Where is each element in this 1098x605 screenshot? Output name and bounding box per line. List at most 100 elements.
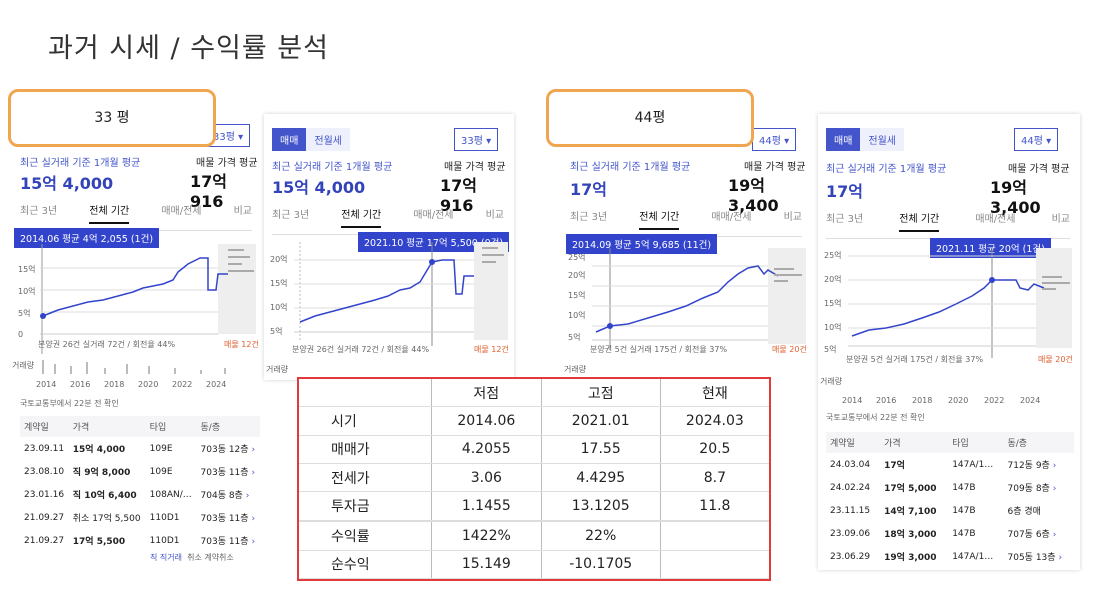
table-row[interactable]: 23.06.29 19억 3,000 147A/1… 705동 13층 ›	[830, 551, 1063, 564]
table-row[interactable]: 24.02.24 17억 5,000 147B 709동 8층 ›	[830, 482, 1057, 495]
listing-label: 매물 가격 평균	[1008, 164, 1070, 175]
col-header: 계약일	[24, 423, 49, 433]
chevron-right-icon[interactable]: ›	[245, 491, 250, 501]
panel-33-full-period: 33평 ▾ 최근 실거래 기준 1개월 평균 매물 가격 평균 15억 4,00…	[10, 88, 260, 570]
tab-recent-3y[interactable]: 최근 3년	[272, 210, 310, 221]
price-chart[interactable]	[824, 248, 1074, 358]
return-analysis-box: 저점 고점 현재 시기 2014.06 2021.01 2024.03 매매가 4.20…	[297, 377, 771, 581]
volume-bars	[42, 360, 226, 374]
tab-sale-jeonse[interactable]: 매매/전세	[161, 206, 202, 217]
pyeong-select[interactable]: 33평 ▾	[206, 124, 251, 147]
tab-full-period[interactable]: 전체 기간	[341, 206, 382, 228]
y-tick: 5억	[568, 333, 581, 342]
y-tick: 25억	[568, 253, 586, 262]
tab-jeonse-monthly[interactable]: 전월세	[306, 128, 351, 151]
chevron-right-icon[interactable]: ›	[1052, 484, 1057, 494]
x-tick: 2020	[948, 396, 969, 405]
avg-price: 17억	[826, 182, 863, 201]
tab-full-period[interactable]: 전체 기간	[89, 202, 130, 224]
avg-label: 최근 실거래 기준 1개월 평균	[20, 158, 141, 169]
table-row[interactable]: 21.09.27 취소 17억 5,500 110D1 703동 11층 ›	[24, 512, 256, 525]
tab-sale[interactable]: 매매	[272, 128, 307, 151]
y-tick: 5억	[270, 327, 283, 336]
avg-label: 최근 실거래 기준 1개월 평균	[826, 164, 947, 175]
chart-tooltip: 2014.09 평균 5억 9,685 (11건)	[566, 234, 718, 254]
tab-sale-jeonse[interactable]: 매매/전세	[711, 212, 752, 223]
col-header: 동/층	[200, 423, 221, 433]
tab-sale-jeonse[interactable]: 매매/전세	[975, 214, 1016, 225]
callout-44-pyeong: 44평	[546, 89, 754, 147]
x-tick: 2016	[70, 380, 91, 389]
chevron-right-icon[interactable]: ›	[1052, 461, 1057, 471]
tab-jeonse-monthly[interactable]: 전월세	[860, 128, 905, 151]
chevron-right-icon[interactable]: ›	[251, 537, 256, 547]
y-tick: 15억	[824, 299, 842, 308]
period-tabs: 최근 3년 전체 기간 매매/전세 비교	[20, 202, 252, 231]
listing-count-note: 매물 12건	[474, 345, 509, 354]
source-note: 국토교통부에서 22분 전 확인	[826, 413, 925, 422]
page-title: 과거 시세 / 수익률 분석	[48, 33, 329, 64]
avg-price: 15억 4,000	[20, 174, 114, 193]
table-row: 매매가 4.2055 17.55 20.5	[299, 435, 769, 465]
tab-recent-3y[interactable]: 최근 3년	[20, 206, 58, 217]
table-row[interactable]: 23.01.16 직 10억 6,400 108AN/… 704동 8층 ›	[24, 489, 250, 502]
listing-label: 매물 가격 평균	[744, 162, 806, 173]
chevron-right-icon[interactable]: ›	[1052, 530, 1057, 540]
tab-compare[interactable]: 비교	[783, 212, 802, 223]
tab-full-period[interactable]: 전체 기간	[639, 208, 680, 230]
table-row[interactable]: 23.08.10 직 9억 8,000 109E 703동 11층 ›	[24, 466, 256, 479]
chart-stats-note: 분양권 26건 실거래 72건 / 회전율 44%	[292, 345, 430, 354]
tab-full-period[interactable]: 전체 기간	[899, 210, 940, 232]
chevron-right-icon[interactable]: ›	[251, 445, 256, 455]
volume-label: 거래량	[12, 361, 35, 370]
pyeong-select[interactable]: 44평 ▾	[1014, 128, 1059, 151]
col-header: 가격	[72, 423, 90, 433]
y-tick: 10억	[270, 303, 288, 312]
x-tick: 2024	[206, 380, 227, 389]
table-row[interactable]: 23.09.06 18억 3,000 147B 707동 6층 ›	[830, 528, 1057, 541]
chart-tooltip: 2021.10 평균 17억 5,500 (0건)	[358, 232, 510, 252]
period-tabs: 최근 3년 전체 기간 매매/전세 비교	[570, 208, 802, 237]
source-note: 국토교통부에서 22분 전 확인	[20, 399, 119, 408]
table-row[interactable]: 23.11.15 14억 7,100 147B 6층 경매	[830, 505, 1041, 518]
pyeong-select[interactable]: 33평 ▾	[454, 128, 499, 151]
tab-recent-3y[interactable]: 최근 3년	[826, 214, 864, 225]
tab-sale-jeonse[interactable]: 매매/전세	[413, 210, 454, 221]
tab-sale[interactable]: 매매	[826, 128, 861, 151]
chart-stats-note: 분양권 26건 실거래 72건 / 회전율 44%	[38, 340, 176, 349]
tab-compare[interactable]: 비교	[233, 206, 252, 217]
price-chart[interactable]	[270, 242, 510, 346]
tab-compare[interactable]: 비교	[1051, 214, 1070, 225]
table-row[interactable]: 21.09.27 17억 5,500 110D1 703동 11층 ›	[24, 535, 256, 548]
table-row: 순수익 15.149 -10.1705	[299, 550, 769, 580]
table-row: 시기 2014.06 2021.01 2024.03	[299, 406, 769, 436]
price-chart[interactable]	[18, 244, 258, 354]
tab-compare[interactable]: 비교	[485, 210, 504, 221]
y-tick: 10억	[568, 311, 586, 320]
period-tabs: 최근 3년 전체 기간 매매/전세 비교	[272, 206, 504, 235]
col-header-low: 저점	[431, 379, 542, 408]
pyeong-select[interactable]: 44평 ▾	[752, 128, 797, 151]
y-tick: 5억	[18, 309, 31, 318]
chart-tooltip: 2014.06 평균 4억 2,055 (1건)	[14, 228, 160, 248]
chevron-right-icon[interactable]: ›	[251, 468, 256, 478]
avg-price: 15억 4,000	[272, 178, 366, 197]
table-row[interactable]: 24.03.04 17억 147A/1… 712동 9층 ›	[830, 459, 1057, 472]
col-header: 타입	[952, 439, 969, 449]
volume-label: 거래량	[564, 365, 587, 374]
tab-recent-3y[interactable]: 최근 3년	[570, 212, 608, 223]
table-row[interactable]: 23.09.11 15억 4,000 109E 703동 12층 ›	[24, 443, 256, 456]
y-tick: 15억	[568, 291, 586, 300]
price-chart[interactable]	[568, 248, 808, 348]
avg-label: 최근 실거래 기준 1개월 평균	[272, 162, 393, 173]
table-row: 전세가 3.06 4.4295 8.7	[299, 463, 769, 493]
listing-count-note: 매물 20건	[1038, 355, 1073, 364]
chart-stats-note: 분양권 5건 실거래 175건 / 회전율 37%	[846, 355, 984, 364]
y-tick: 20억	[270, 255, 288, 264]
col-header: 타입	[149, 423, 167, 433]
callout-33-pyeong: 33 평	[8, 89, 216, 147]
chevron-right-icon[interactable]: ›	[1058, 553, 1063, 563]
chevron-right-icon[interactable]: ›	[251, 514, 256, 524]
x-tick: 2024	[1020, 396, 1041, 405]
y-tick: 25억	[824, 251, 842, 260]
